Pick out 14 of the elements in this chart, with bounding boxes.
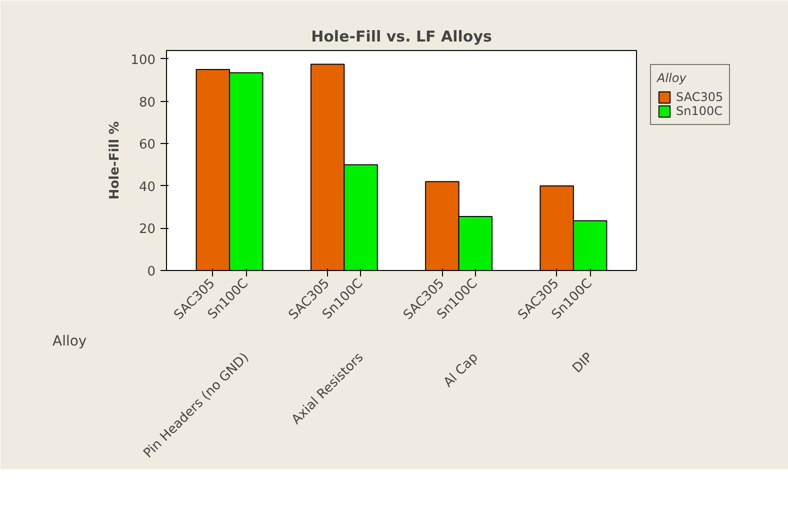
legend-title: Alloy: [657, 71, 688, 85]
y-tick-label: 40: [138, 180, 156, 195]
legend-label: Sn100C: [676, 104, 723, 118]
y-tick-label: 80: [138, 95, 156, 110]
y-tick-label: 0: [147, 264, 156, 280]
y-tick-label: 100: [130, 52, 156, 68]
x-axis-title: Alloy: [52, 334, 87, 350]
x-tick-label: DIP: [570, 350, 596, 376]
chart-title: Hole-Fill vs. LF Alloys: [311, 28, 492, 46]
legend-label: SAC305: [676, 90, 724, 104]
y-tick-label: 20: [138, 222, 156, 238]
y-tick-label: 60: [138, 138, 156, 153]
y-axis-title: Hole-Fill %: [108, 121, 123, 200]
x-tick-label: Al Cap: [441, 350, 482, 390]
